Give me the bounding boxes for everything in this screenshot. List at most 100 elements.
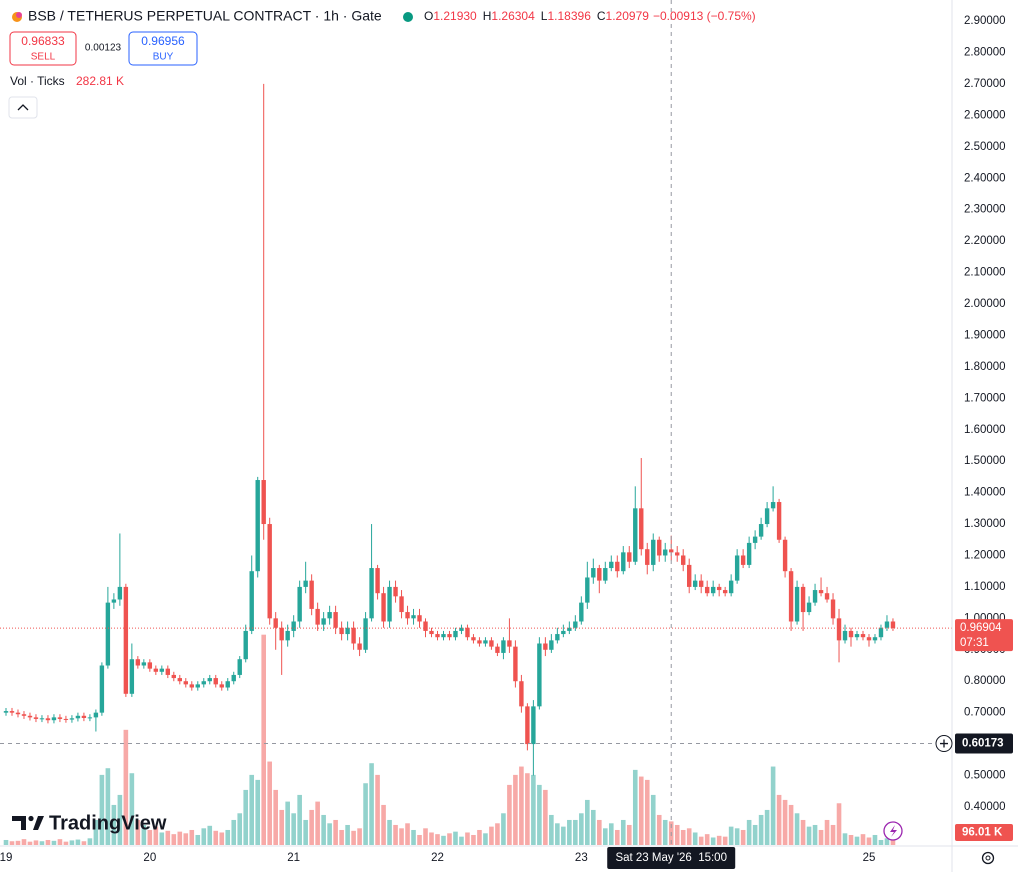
sell-button[interactable] bbox=[9, 31, 77, 66]
x-tick-label: 22 bbox=[431, 852, 444, 864]
settings-button[interactable] bbox=[981, 851, 995, 865]
buy-button[interactable] bbox=[128, 31, 198, 66]
volume-bar bbox=[519, 766, 524, 845]
candle-body bbox=[627, 552, 632, 562]
volume-bar bbox=[141, 824, 147, 845]
candle-body bbox=[465, 627, 470, 638]
volume-bar bbox=[291, 813, 296, 845]
legend-value: 1.21930 bbox=[433, 9, 477, 23]
candle-body bbox=[27, 715, 33, 718]
volume-bar bbox=[183, 833, 189, 845]
legend-key: H bbox=[483, 9, 492, 23]
volume-bar bbox=[225, 829, 231, 845]
y-tick-label: 1.50000 bbox=[964, 455, 1006, 467]
volume-bar bbox=[662, 819, 668, 845]
candle-body bbox=[728, 580, 734, 594]
volume-bar bbox=[561, 826, 566, 845]
candle-body bbox=[441, 634, 446, 638]
x-tick-label: 23 bbox=[575, 852, 588, 864]
candle-body bbox=[255, 480, 260, 572]
volume-bar bbox=[884, 838, 890, 845]
candle-body bbox=[69, 718, 75, 720]
volume-bar bbox=[692, 832, 698, 845]
candle-body bbox=[639, 508, 644, 550]
candle-body bbox=[890, 621, 896, 629]
volume-bar bbox=[830, 824, 836, 845]
y-tick-label: 2.90000 bbox=[964, 15, 1006, 27]
candle-body bbox=[93, 712, 99, 718]
candle-body bbox=[327, 612, 332, 619]
y-tick-label: 2.10000 bbox=[964, 267, 1006, 279]
volume-bar bbox=[75, 839, 81, 845]
legend-key: O bbox=[424, 9, 433, 23]
candle-body bbox=[531, 706, 536, 745]
candle-body bbox=[770, 502, 776, 509]
volume-bar bbox=[638, 776, 644, 845]
candle-body bbox=[722, 590, 728, 594]
candle-body bbox=[123, 586, 129, 694]
y-tick-label: 1.10000 bbox=[964, 581, 1006, 593]
volume-bar bbox=[758, 814, 764, 845]
candle-body bbox=[177, 678, 182, 682]
candle-body bbox=[567, 627, 572, 631]
candle-body bbox=[351, 627, 356, 644]
candle-body bbox=[207, 678, 212, 682]
last-price-tag bbox=[955, 619, 1013, 652]
candle-body bbox=[788, 571, 794, 622]
candle-body bbox=[285, 630, 290, 641]
candle-body bbox=[129, 659, 135, 694]
x-tick-label: 25 bbox=[863, 852, 876, 864]
volume-bar bbox=[710, 837, 716, 845]
volume-bar bbox=[165, 830, 171, 845]
y-tick-label: 2.60000 bbox=[964, 109, 1006, 121]
candle-body bbox=[866, 637, 872, 641]
volume-bar bbox=[333, 819, 338, 845]
collapse-button[interactable] bbox=[8, 96, 38, 119]
candle-body bbox=[249, 571, 254, 631]
logo-mark bbox=[12, 816, 26, 830]
volume-bar bbox=[507, 784, 512, 845]
volume-bar bbox=[644, 779, 650, 845]
candle-body bbox=[381, 593, 386, 622]
y-tick-label: 2.30000 bbox=[964, 204, 1006, 216]
candle-body bbox=[405, 612, 410, 619]
volume-bar bbox=[219, 832, 225, 845]
candle-body bbox=[57, 717, 63, 719]
volume-bar bbox=[746, 819, 752, 845]
candle-body bbox=[513, 646, 518, 682]
last-price-label: 0.96904 bbox=[960, 622, 1002, 634]
volume-bar bbox=[776, 794, 782, 845]
y-tick-label: 0.70000 bbox=[964, 707, 1006, 719]
volume-bar bbox=[890, 836, 896, 845]
candle-body bbox=[782, 539, 788, 572]
volume-bar bbox=[525, 773, 530, 845]
volume-bar bbox=[105, 768, 111, 845]
volume-bar bbox=[471, 834, 476, 845]
volume-bar bbox=[345, 824, 350, 845]
volume-bar bbox=[740, 829, 746, 845]
candle-body bbox=[87, 717, 93, 719]
candle-body bbox=[393, 586, 398, 597]
volume-bar bbox=[722, 836, 728, 845]
candle-body bbox=[549, 640, 554, 650]
volume-bar bbox=[87, 838, 93, 845]
plus-icon bbox=[940, 739, 948, 748]
volume-bar bbox=[153, 826, 159, 845]
volume-bar bbox=[513, 774, 518, 845]
volume-bar bbox=[303, 819, 308, 845]
volume-bar bbox=[818, 829, 824, 845]
candle-body bbox=[776, 502, 782, 540]
volume-bar bbox=[620, 819, 626, 845]
logo-mark bbox=[33, 816, 44, 830]
candle-body bbox=[225, 681, 230, 688]
volume-bar bbox=[369, 763, 374, 845]
volume-legend-title: Vol · Ticks bbox=[10, 74, 65, 88]
candle-body bbox=[189, 684, 194, 688]
volume-bar bbox=[854, 836, 860, 845]
candle-body bbox=[585, 577, 590, 603]
volume-bar bbox=[375, 774, 380, 845]
volume-bar bbox=[680, 829, 686, 845]
candle-body bbox=[561, 630, 566, 635]
candle-body bbox=[609, 561, 614, 569]
symbol-title: BSB / TETHERUS PERPETUAL CONTRACT · 1h ·… bbox=[28, 8, 382, 24]
